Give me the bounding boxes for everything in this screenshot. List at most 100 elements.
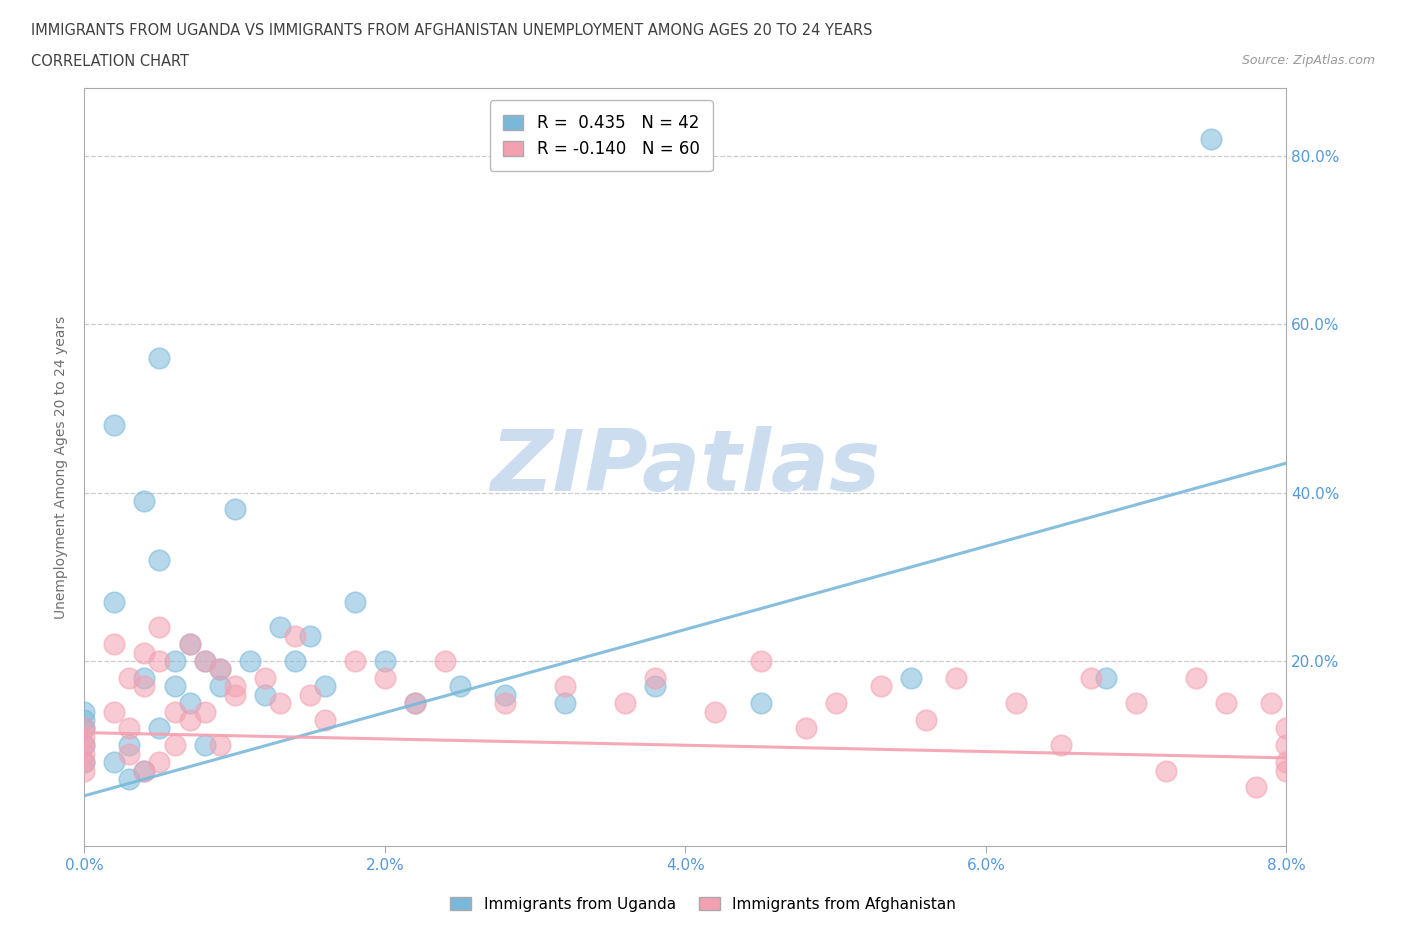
Text: CORRELATION CHART: CORRELATION CHART: [31, 54, 188, 69]
Point: [644, 671, 666, 685]
Point: [73, 737, 96, 752]
Point: [1275, 721, 1298, 736]
Point: [915, 712, 938, 727]
Point: [434, 654, 457, 669]
Legend: Immigrants from Uganda, Immigrants from Afghanistan: Immigrants from Uganda, Immigrants from …: [444, 890, 962, 918]
Point: [284, 629, 307, 644]
Point: [404, 696, 426, 711]
Point: [134, 763, 156, 777]
Point: [194, 737, 217, 752]
Point: [224, 679, 246, 694]
Point: [194, 704, 217, 719]
Point: [118, 746, 141, 761]
Point: [194, 654, 217, 669]
Point: [1125, 696, 1147, 711]
Point: [494, 687, 516, 702]
Point: [148, 721, 170, 736]
Point: [134, 645, 156, 660]
Point: [449, 679, 471, 694]
Point: [374, 671, 396, 685]
Point: [148, 654, 170, 669]
Point: [494, 696, 516, 711]
Point: [179, 637, 201, 652]
Point: [269, 696, 291, 711]
Point: [194, 654, 217, 669]
Point: [148, 552, 170, 567]
Point: [794, 721, 817, 736]
Point: [73, 704, 96, 719]
Text: ZIPatlas: ZIPatlas: [491, 426, 880, 509]
Point: [208, 679, 231, 694]
Point: [118, 721, 141, 736]
Point: [1080, 671, 1102, 685]
Point: [103, 704, 125, 719]
Point: [103, 754, 125, 769]
Legend: R =  0.435   N = 42, R = -0.140   N = 60: R = 0.435 N = 42, R = -0.140 N = 60: [489, 100, 713, 171]
Point: [554, 696, 576, 711]
Point: [103, 594, 125, 609]
Point: [73, 712, 96, 727]
Point: [269, 620, 291, 635]
Point: [148, 351, 170, 365]
Point: [73, 721, 96, 736]
Point: [163, 679, 186, 694]
Point: [134, 763, 156, 777]
Point: [103, 418, 125, 432]
Point: [900, 671, 922, 685]
Point: [253, 671, 276, 685]
Point: [1275, 763, 1298, 777]
Point: [1260, 696, 1282, 711]
Point: [148, 754, 170, 769]
Point: [1215, 696, 1237, 711]
Point: [224, 687, 246, 702]
Point: [118, 737, 141, 752]
Point: [163, 737, 186, 752]
Point: [163, 654, 186, 669]
Point: [118, 772, 141, 787]
Point: [73, 754, 96, 769]
Point: [614, 696, 637, 711]
Point: [208, 662, 231, 677]
Point: [1201, 131, 1223, 146]
Point: [73, 763, 96, 777]
Point: [1156, 763, 1178, 777]
Point: [224, 502, 246, 517]
Point: [179, 637, 201, 652]
Point: [134, 494, 156, 509]
Point: [1050, 737, 1073, 752]
Y-axis label: Unemployment Among Ages 20 to 24 years: Unemployment Among Ages 20 to 24 years: [55, 315, 69, 619]
Point: [73, 737, 96, 752]
Point: [1246, 780, 1268, 795]
Point: [749, 654, 772, 669]
Point: [343, 654, 366, 669]
Text: Source: ZipAtlas.com: Source: ZipAtlas.com: [1241, 54, 1375, 67]
Point: [1275, 754, 1298, 769]
Point: [314, 679, 336, 694]
Point: [945, 671, 967, 685]
Point: [404, 696, 426, 711]
Point: [1185, 671, 1208, 685]
Point: [869, 679, 891, 694]
Point: [163, 704, 186, 719]
Point: [73, 721, 96, 736]
Point: [134, 671, 156, 685]
Point: [554, 679, 576, 694]
Point: [208, 662, 231, 677]
Point: [644, 679, 666, 694]
Point: [1005, 696, 1028, 711]
Point: [179, 712, 201, 727]
Point: [374, 654, 396, 669]
Point: [704, 704, 727, 719]
Point: [284, 654, 307, 669]
Point: [179, 696, 201, 711]
Point: [73, 729, 96, 744]
Point: [1095, 671, 1118, 685]
Point: [148, 620, 170, 635]
Point: [118, 671, 141, 685]
Point: [73, 754, 96, 769]
Point: [134, 679, 156, 694]
Point: [208, 737, 231, 752]
Point: [253, 687, 276, 702]
Point: [824, 696, 846, 711]
Text: IMMIGRANTS FROM UGANDA VS IMMIGRANTS FROM AFGHANISTAN UNEMPLOYMENT AMONG AGES 20: IMMIGRANTS FROM UGANDA VS IMMIGRANTS FRO…: [31, 23, 873, 38]
